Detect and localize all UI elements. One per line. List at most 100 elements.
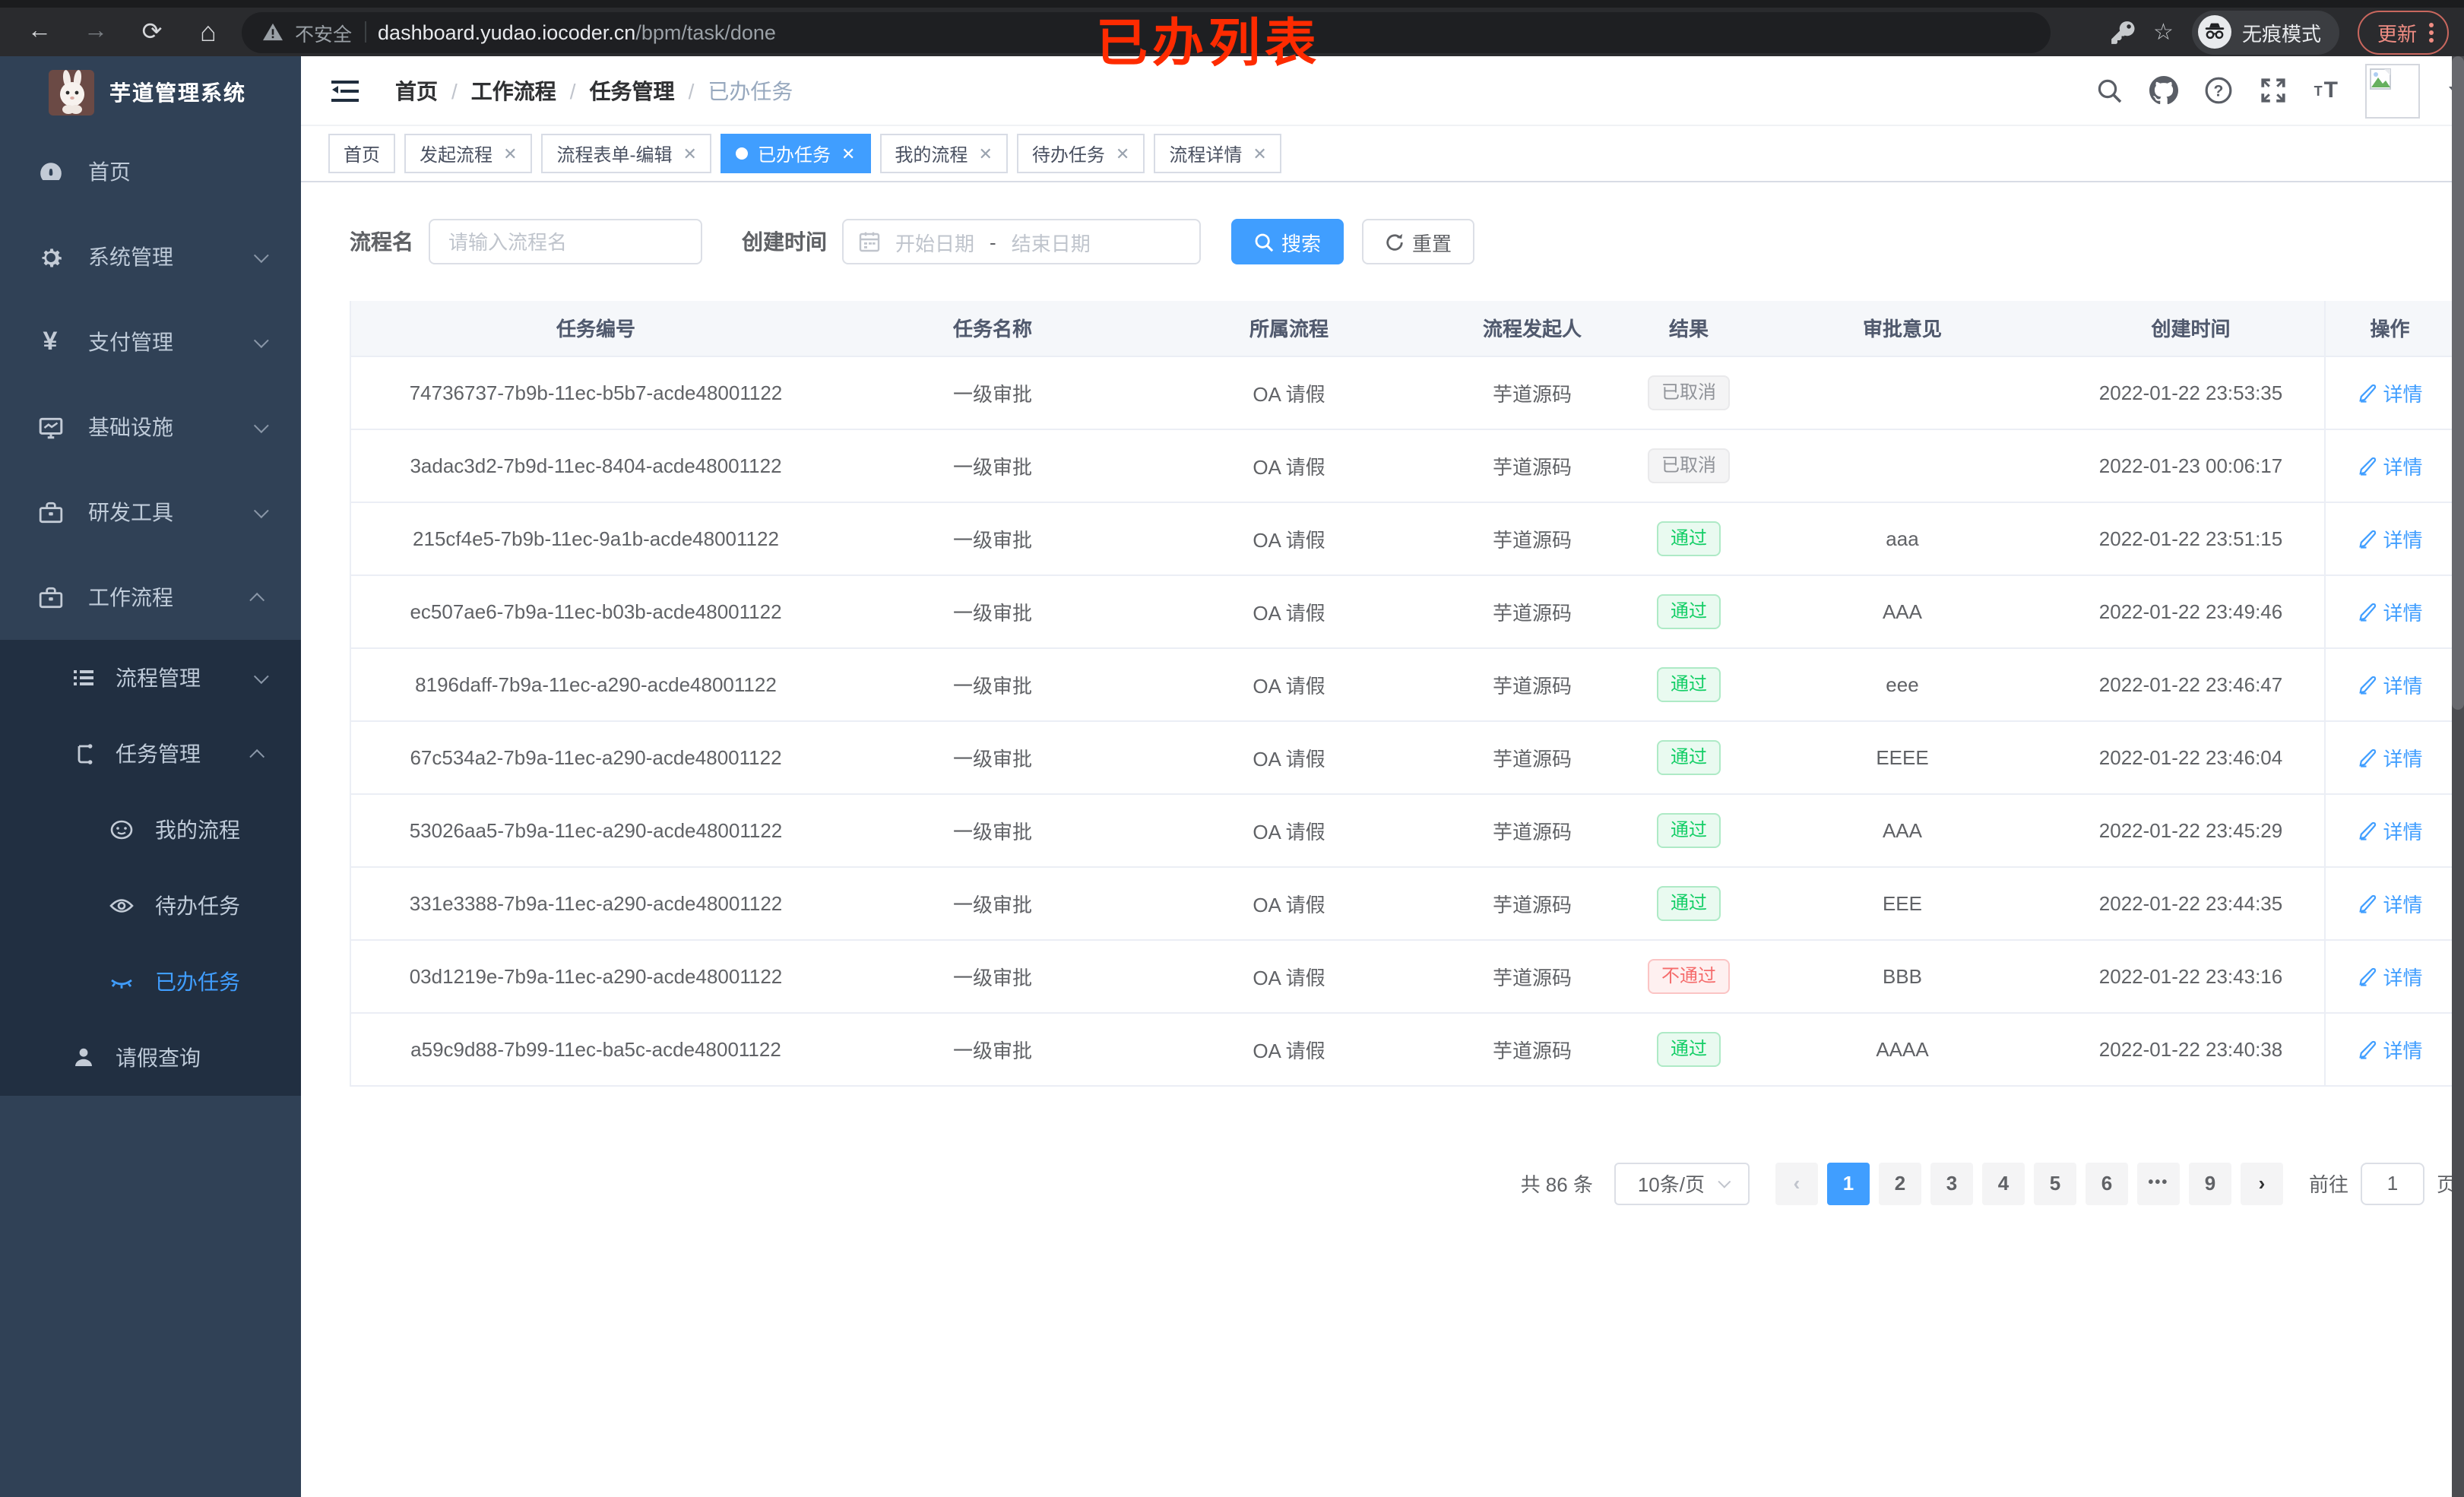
tab-close-icon[interactable]: ✕	[1253, 145, 1267, 163]
breadcrumb-task-mgmt[interactable]: 任务管理	[589, 78, 675, 103]
sidebar-item-done-task[interactable]: 已办任务	[0, 944, 301, 1020]
table-header-row: 任务编号 任务名称 所属流程 流程发起人 结果 审批意见 创建时间 操作	[351, 301, 2455, 356]
sidebar-item-todo-task[interactable]: 待办任务	[0, 868, 301, 944]
chevron-down-icon	[253, 668, 269, 684]
table-row: ec507ae6-7b9a-11ec-b03b-acde48001122 一级审…	[351, 574, 2455, 648]
detail-link[interactable]: 详情	[2357, 742, 2423, 771]
col-process: 所属流程	[1145, 301, 1433, 356]
pencil-icon	[2358, 456, 2376, 475]
page-number-button[interactable]: 1	[1826, 1162, 1870, 1204]
cell-starter: 芋道源码	[1433, 647, 1631, 721]
more-pages-button[interactable]: •••	[2136, 1162, 2180, 1204]
sidebar-logo[interactable]: 芋道管理系统	[0, 56, 301, 129]
sidebar-item-dev[interactable]: 研发工具	[0, 470, 301, 555]
sidebar-item-my-process[interactable]: 我的流程	[0, 792, 301, 868]
detail-link[interactable]: 详情	[2357, 888, 2423, 917]
key-icon[interactable]	[2109, 19, 2135, 45]
reset-button[interactable]: 重置	[1362, 219, 1475, 264]
tab[interactable]: 发起流程 ✕	[404, 134, 533, 173]
sidebar-item-infra[interactable]: 基础设施	[0, 385, 301, 470]
help-icon[interactable]: ?	[2205, 76, 2234, 105]
address-bar[interactable]: 不安全 dashboard.yudao.iocoder.cn/bpm/task/…	[242, 11, 2051, 52]
cell-result: 通过	[1631, 793, 1747, 867]
page-number-button[interactable]: 4	[1981, 1162, 2025, 1204]
process-name-input[interactable]	[429, 219, 702, 264]
tab-close-icon[interactable]: ✕	[503, 145, 518, 163]
sidebar-item-system[interactable]: 系统管理	[0, 214, 301, 299]
browser-forward-icon[interactable]: →	[84, 18, 108, 44]
cell-task-id: 03d1219e-7b9a-11ec-a290-acde48001122	[351, 939, 841, 1013]
workflow-submenu: 流程管理 任务管理 我的流程	[0, 640, 301, 1096]
browser-update-button[interactable]: 更新	[2357, 10, 2449, 54]
next-page-button[interactable]: ›	[2240, 1162, 2283, 1204]
cell-starter: 芋道源码	[1433, 574, 1631, 648]
scrollbar-thumb[interactable]	[2452, 56, 2464, 710]
page-scrollbar[interactable]	[2452, 56, 2464, 1497]
sidebar-item-home[interactable]: 首页	[0, 129, 301, 214]
incognito-badge[interactable]: 无痕模式	[2191, 10, 2339, 54]
page-number-button[interactable]: 2	[1878, 1162, 1921, 1204]
total-count: 共 86 条	[1520, 1173, 1593, 1196]
tab-close-icon[interactable]: ✕	[683, 145, 697, 163]
prev-page-button[interactable]: ‹	[1775, 1162, 1818, 1204]
cell-result: 通过	[1631, 866, 1747, 940]
search-button[interactable]: 搜索	[1231, 219, 1344, 264]
browser-home-icon[interactable]: ⌂	[200, 16, 217, 46]
date-range-picker[interactable]: 开始日期 - 结束日期	[842, 219, 1201, 264]
page-number-button[interactable]: 6	[2085, 1162, 2128, 1204]
browser-back-icon[interactable]: ←	[27, 18, 52, 44]
detail-link[interactable]: 详情	[2357, 669, 2423, 698]
detail-link-label: 详情	[2383, 601, 2423, 624]
page-size-select[interactable]: 10条/页	[1614, 1162, 1750, 1204]
tab[interactable]: 首页	[328, 134, 396, 173]
fullscreen-icon[interactable]	[2260, 76, 2288, 105]
page-number-button[interactable]: 9	[2188, 1162, 2231, 1204]
sidebar-item-pay[interactable]: ¥ 支付管理	[0, 299, 301, 385]
cell-actions: 详情	[2323, 574, 2455, 648]
browser-reload-icon[interactable]: ⟳	[141, 20, 163, 46]
sidebar-item-process-mgmt[interactable]: 流程管理	[0, 640, 301, 716]
tab-close-icon[interactable]: ✕	[978, 145, 993, 163]
detail-link[interactable]: 详情	[2357, 597, 2423, 625]
cell-task-name: 一级审批	[841, 647, 1145, 721]
sidebar-item-workflow[interactable]: 工作流程	[0, 555, 301, 640]
cell-result: 通过	[1631, 720, 1747, 794]
goto-page-input[interactable]	[2360, 1162, 2424, 1204]
incognito-icon	[2197, 15, 2231, 49]
sidebar-item-leave-query[interactable]: 请假查询	[0, 1020, 301, 1096]
cell-task-id: 8196daff-7b9a-11ec-a290-acde48001122	[351, 647, 841, 721]
tab[interactable]: 待办任务 ✕	[1016, 134, 1145, 173]
svg-text:?: ?	[2214, 83, 2224, 100]
detail-link[interactable]: 详情	[2357, 378, 2423, 407]
page-number-button[interactable]: 3	[1930, 1162, 1973, 1204]
cell-starter: 芋道源码	[1433, 866, 1631, 940]
detail-link[interactable]: 详情	[2357, 1034, 2423, 1063]
avatar[interactable]	[2365, 63, 2420, 118]
browser-menu-icon[interactable]	[2429, 22, 2434, 42]
cell-task-id: 67c534a2-7b9a-11ec-a290-acde48001122	[351, 720, 841, 794]
detail-link[interactable]: 详情	[2357, 524, 2423, 552]
breadcrumb-home[interactable]: 首页	[395, 78, 438, 103]
github-icon[interactable]	[2149, 76, 2179, 105]
detail-link[interactable]: 详情	[2357, 815, 2423, 844]
tab[interactable]: 已办任务 ✕	[721, 134, 871, 173]
search-icon[interactable]	[2097, 77, 2124, 104]
tab-label: 我的流程	[895, 144, 968, 165]
detail-link[interactable]: 详情	[2357, 451, 2423, 479]
sidebar-collapse-icon[interactable]	[331, 78, 359, 103]
tab-close-icon[interactable]: ✕	[1115, 145, 1130, 163]
sidebar-item-task-mgmt[interactable]: 任务管理	[0, 716, 301, 792]
tab[interactable]: 我的流程 ✕	[879, 134, 1008, 173]
tab[interactable]: 流程表单-编辑 ✕	[541, 134, 712, 173]
table-row: 3adac3d2-7b9d-11ec-8404-acde48001122 一级审…	[351, 429, 2455, 502]
breadcrumb-workflow[interactable]: 工作流程	[470, 78, 556, 103]
bookmark-star-icon[interactable]: ☆	[2153, 20, 2174, 46]
detail-link[interactable]: 详情	[2357, 961, 2423, 990]
tab-close-icon[interactable]: ✕	[841, 145, 856, 163]
main-area: 首页 / 工作流程 / 任务管理 / 已办任务 ?	[301, 56, 2464, 1497]
tab[interactable]: 流程详情 ✕	[1154, 134, 1282, 173]
create-time-label: 创建时间	[742, 229, 827, 254]
page-number-button[interactable]: 5	[2033, 1162, 2076, 1204]
